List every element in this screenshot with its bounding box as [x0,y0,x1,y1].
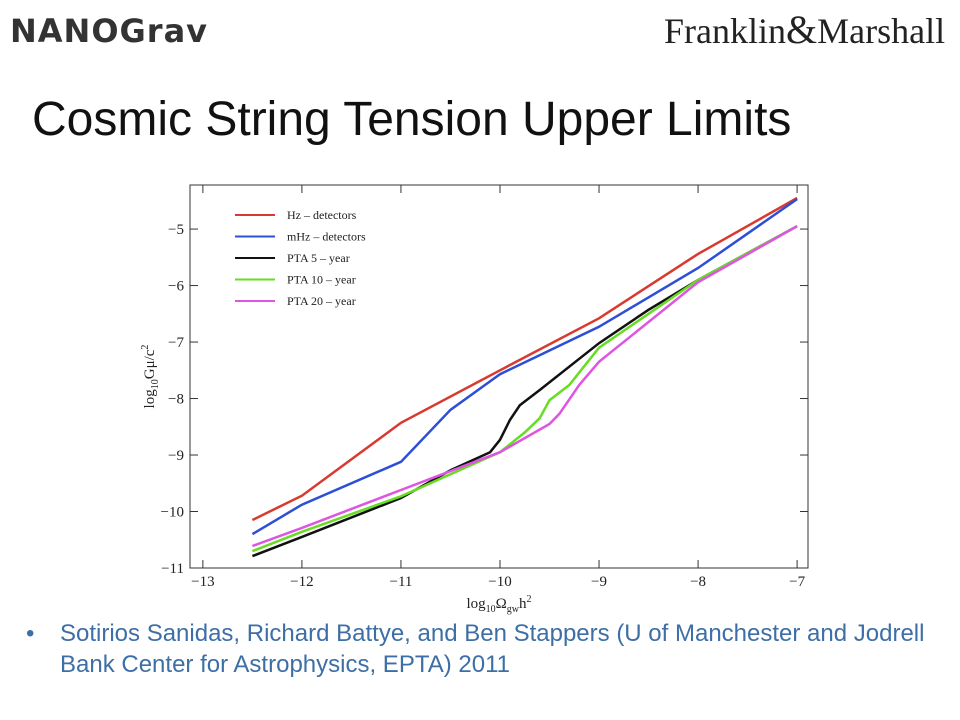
y-label-part: Gμ/c [142,349,158,379]
logo-amp: & [786,7,818,52]
series-line [251,198,798,536]
slide-title: Cosmic String Tension Upper Limits [32,93,792,146]
logo-text: Franklin [664,11,786,51]
legend-label: mHz – detectors [287,230,366,244]
y-tick-label: −9 [168,448,184,464]
legend-label: PTA 20 – year [287,294,356,308]
x-tick-label: −7 [789,574,805,590]
plot-frame [189,184,809,569]
x-tick-label: −10 [488,574,511,590]
x-label-part: gw [507,604,520,615]
y-axis-label: log10Gμ/c2 [140,345,161,409]
y-label-part: 2 [140,345,151,350]
series-line [251,225,798,553]
y-tick-label: −5 [168,222,184,238]
y-tick-label: −11 [161,561,184,577]
x-label-part: h [519,596,527,612]
bullet-item: • Sotirios Sanidas, Richard Battye, and B… [26,618,946,680]
x-label-part: Ω [496,596,507,612]
logo-text: NANOGrav [10,12,209,50]
x-axis-label: log10Ωgwh2 [466,594,531,615]
legend-label: Hz – detectors [287,208,357,222]
chart: −13 −12 −11 −10 −9 −8 −7−11−10−9−8−7−6−5log10Ω… [140,184,809,615]
series-line [251,225,798,548]
x-tick-label: −9 [591,574,607,590]
x-label-part: 2 [527,594,532,605]
x-tick-label: −13 [191,574,214,590]
logo-text: Marshall [817,11,946,51]
y-tick-label: −6 [168,279,184,295]
x-tick-label: −12 [290,574,313,590]
series-line [251,196,798,522]
y-tick-label: −10 [161,505,184,521]
x-tick-label: −8 [690,574,706,590]
legend-label: PTA 5 – year [287,251,350,265]
x-label-part: 10 [486,604,496,615]
y-tick-label: −7 [168,335,184,351]
x-tick-label: −11 [389,574,412,590]
nanograv-logo: NANOGrav [10,12,208,50]
fm-logo: Franklin&Marshall [664,6,945,53]
bullet-text: Sotirios Sanidas, Richard Battye, and Be… [60,620,925,678]
y-tick-label: −8 [168,392,184,408]
y-label-part: log [142,389,158,409]
y-label-part: 10 [150,379,161,389]
bullet-dot: • [26,620,35,647]
x-label-part: log [466,596,486,612]
series-line [251,225,798,558]
legend-label: PTA 10 – year [287,273,356,287]
